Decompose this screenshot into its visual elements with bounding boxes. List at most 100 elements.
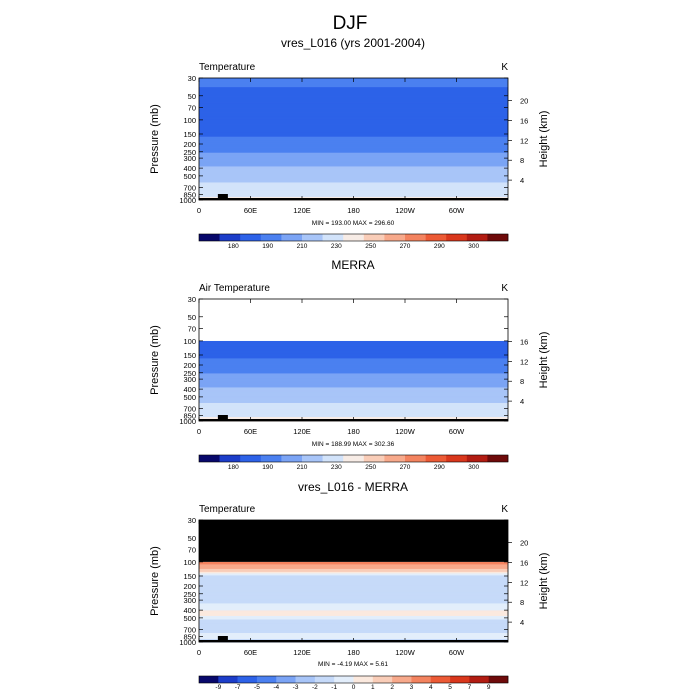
colorbar-label: -9 bbox=[215, 684, 221, 691]
y-tick-label: 200 bbox=[183, 361, 196, 370]
colorbar-label: 9 bbox=[487, 684, 491, 691]
data-band bbox=[199, 192, 508, 194]
colorbar-frame bbox=[198, 454, 509, 463]
data-band bbox=[199, 144, 508, 146]
data-band bbox=[199, 177, 508, 180]
data-band bbox=[199, 191, 508, 193]
data-band bbox=[199, 157, 508, 159]
y2-tick-label: 12 bbox=[520, 136, 528, 145]
data-band bbox=[199, 116, 508, 118]
chart-title: vres_L016 - MERRA bbox=[298, 480, 408, 494]
data-band bbox=[199, 151, 508, 153]
data-band bbox=[199, 179, 508, 181]
colorbar-box bbox=[240, 455, 262, 462]
data-band bbox=[199, 148, 508, 151]
data-band bbox=[199, 170, 508, 172]
data-band bbox=[199, 94, 508, 97]
colorbar-box bbox=[469, 676, 489, 683]
colorbar-box bbox=[450, 676, 470, 683]
colorbar-label: 210 bbox=[297, 243, 308, 250]
data-band bbox=[199, 178, 508, 181]
y2-axis-label: Height (km) bbox=[538, 332, 550, 389]
y-tick-label: 400 bbox=[183, 606, 196, 615]
colorbar-label: -5 bbox=[254, 684, 260, 691]
colorbar-box bbox=[363, 455, 385, 462]
y-tick-label: 250 bbox=[183, 369, 196, 378]
data-band bbox=[199, 120, 508, 123]
y-tick-label: 500 bbox=[183, 614, 196, 623]
data-band bbox=[199, 89, 508, 91]
y-tick-label: 50 bbox=[188, 534, 196, 543]
x-tick-label: 180 bbox=[347, 427, 360, 436]
colorbar-box bbox=[281, 234, 303, 241]
colorbar-box bbox=[466, 234, 488, 241]
y-tick-label: 1000 bbox=[179, 196, 196, 205]
no-data-region bbox=[199, 299, 508, 341]
x-tick-label: 60E bbox=[244, 206, 257, 215]
data-band bbox=[199, 85, 508, 87]
data-band bbox=[199, 126, 508, 129]
x-tick-label: 180 bbox=[347, 206, 360, 215]
colorbar-label: 230 bbox=[331, 243, 342, 250]
data-band bbox=[199, 193, 508, 196]
panels: vres_L016 (yrs 2001-2004)Temperature K305… bbox=[149, 36, 550, 691]
data-band bbox=[199, 123, 508, 126]
data-band bbox=[199, 143, 508, 145]
colorbar-box bbox=[446, 234, 468, 241]
data-band bbox=[199, 142, 508, 145]
colorbar-label: 290 bbox=[434, 243, 445, 250]
data-band bbox=[199, 117, 508, 120]
data-band bbox=[199, 99, 508, 101]
data-band bbox=[199, 111, 508, 113]
colorbar-box bbox=[405, 234, 426, 241]
y-tick-label: 400 bbox=[183, 385, 196, 394]
colorbar-box bbox=[372, 676, 393, 683]
y-tick-label: 250 bbox=[183, 590, 196, 599]
data-band bbox=[199, 113, 508, 115]
variable-label: Air Temperature bbox=[199, 283, 270, 294]
data-band bbox=[199, 167, 508, 170]
data-band bbox=[199, 163, 508, 165]
colorbar-label: -7 bbox=[235, 684, 241, 691]
data-band bbox=[199, 159, 508, 161]
colorbar-label: 230 bbox=[331, 464, 342, 471]
data-band bbox=[199, 108, 508, 110]
y2-axis-label: Height (km) bbox=[538, 553, 550, 610]
colorbar-box bbox=[260, 455, 282, 462]
data-band bbox=[199, 154, 508, 156]
y-tick-label: 30 bbox=[188, 74, 196, 83]
colorbar-label: 180 bbox=[228, 464, 239, 471]
colorbar-box bbox=[256, 676, 277, 683]
x-tick-label: 120W bbox=[395, 427, 416, 436]
data-band bbox=[199, 185, 508, 187]
data-band bbox=[199, 156, 508, 158]
data-band bbox=[199, 150, 508, 152]
data-band bbox=[199, 190, 508, 192]
colorbar-label: 300 bbox=[468, 243, 479, 250]
colorbar-box bbox=[487, 455, 509, 462]
data-band bbox=[199, 107, 508, 110]
y-tick-label: 1000 bbox=[179, 638, 196, 647]
colorbar-box bbox=[322, 455, 344, 462]
y-tick-label: 700 bbox=[183, 626, 196, 635]
data-band bbox=[199, 155, 508, 158]
y-tick-label: 700 bbox=[183, 405, 196, 414]
data-band bbox=[199, 135, 508, 138]
x-tick-label: 0 bbox=[197, 427, 201, 436]
x-tick-label: 120E bbox=[293, 206, 311, 215]
units-label: K bbox=[501, 504, 508, 515]
y2-tick-label: 4 bbox=[520, 618, 524, 627]
colorbar-box bbox=[219, 234, 241, 241]
data-band bbox=[199, 118, 508, 120]
data-band bbox=[199, 110, 508, 113]
y-tick-label: 30 bbox=[188, 516, 196, 525]
data-band bbox=[199, 148, 508, 150]
y-tick-label: 150 bbox=[183, 130, 196, 139]
colorbar-label: 290 bbox=[434, 464, 445, 471]
data-band bbox=[199, 119, 508, 122]
colorbar-box bbox=[302, 234, 323, 241]
colorbar-label: 250 bbox=[365, 464, 376, 471]
topography-bump bbox=[217, 636, 228, 640]
